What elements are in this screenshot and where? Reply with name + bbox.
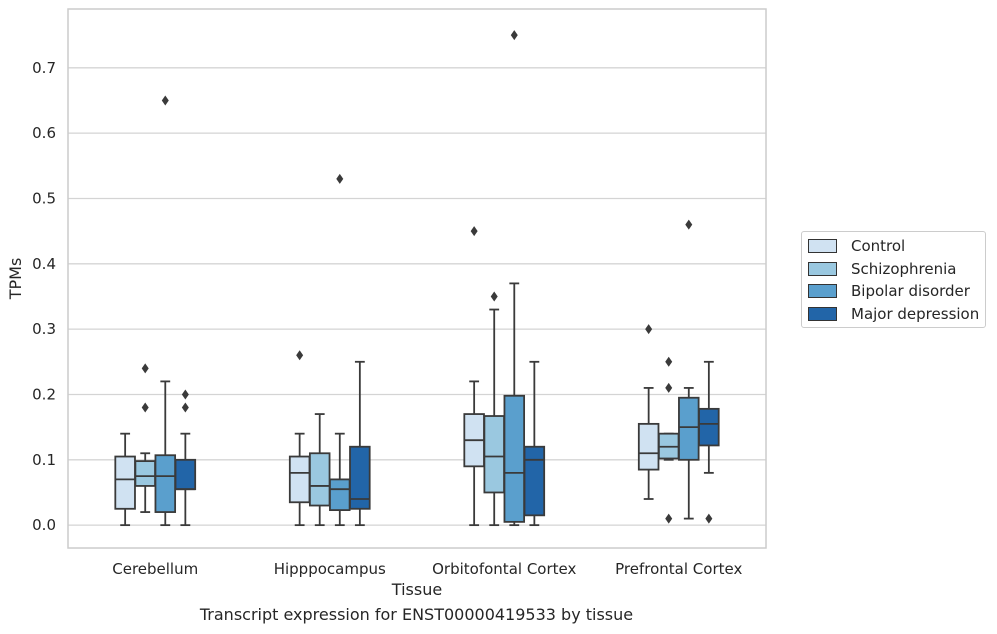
outlier-point [705,513,713,524]
box-major-depression [349,360,371,527]
outlier-point [685,219,693,230]
box-iqr [134,460,156,487]
legend-swatch [808,306,837,321]
outlier-point [161,95,169,106]
x-tick-label: Prefrontal Cortex [615,560,742,578]
outlier-point [181,389,189,400]
outlier-point [665,513,673,524]
box-major-depression [174,389,197,527]
box-schizophrenia [483,291,505,527]
legend: Control Schizophrenia Bipolar disorder Majo… [801,231,986,328]
legend-label: Schizophrenia [851,259,957,278]
box-iqr [678,396,700,461]
box-schizophrenia [134,363,156,513]
x-tick-label: Orbitofontal Cortex [432,560,576,578]
box-iqr [174,458,197,491]
box-control [114,432,136,527]
outlier-point [665,356,673,367]
x-axis-label: Tissue [391,580,442,599]
outlier-point [141,363,149,374]
box-iqr [329,478,351,512]
legend-item: Major depression [802,303,985,326]
legend-item: Control [802,235,985,258]
outlier-point [665,382,673,393]
box-iqr [308,452,331,507]
legend-swatch [808,239,837,254]
legend-label: Major depression [851,304,980,323]
y-tick-label: 0.1 [32,451,56,469]
legend-label: Control [851,237,906,256]
outlier-point [141,402,149,413]
y-tick-label: 0.5 [32,189,56,207]
box-control [463,226,485,527]
box-marks [114,30,720,527]
outlier-point [296,350,304,361]
y-axis-label: TPMs [6,258,25,301]
legend-item: Bipolar disorder [802,280,985,303]
box-iqr [503,394,526,523]
y-tick-label: 0.7 [32,59,56,77]
outlier-point [510,30,518,41]
outlier-point [490,291,498,302]
y-tick-label: 0.3 [32,320,56,338]
y-tick-label: 0.6 [32,124,56,142]
x-tick-label: Cerebellum [112,560,198,578]
legend-swatch [808,261,837,276]
y-tick-label: 0.4 [32,255,56,273]
box-iqr [114,455,136,510]
legend-label: Bipolar disorder [851,282,970,301]
y-tick-label: 0.0 [32,516,56,534]
box-iqr [349,445,371,510]
legend-swatch [808,284,837,299]
box-major-depression [698,360,720,524]
legend-item: Schizophrenia [802,258,985,281]
outlier-point [181,402,189,413]
outlier-point [470,226,478,237]
plot-frame [67,8,767,549]
x-tick-labels: Cerebellum Hipppocampus Orbitofontal Corte… [112,560,742,578]
outlier-point [645,324,653,335]
box-bipolar-disorder [329,173,351,527]
box-schizophrenia [308,413,331,527]
outlier-point [336,173,344,184]
box-iqr [698,407,720,447]
box-iqr [154,454,177,513]
box-major-depression [523,360,546,527]
chart-caption: Transcript expression for ENST0000041953… [199,605,634,624]
box-iqr [288,455,311,504]
x-tick-label: Hipppocampus [274,560,386,578]
y-tick-labels: 0.0 0.1 0.2 0.3 0.4 0.5 0.6 0.7 [32,59,56,534]
y-tick-label: 0.2 [32,385,56,403]
box-iqr [483,415,505,494]
box-iqr [523,445,546,517]
box-iqr [637,422,660,471]
